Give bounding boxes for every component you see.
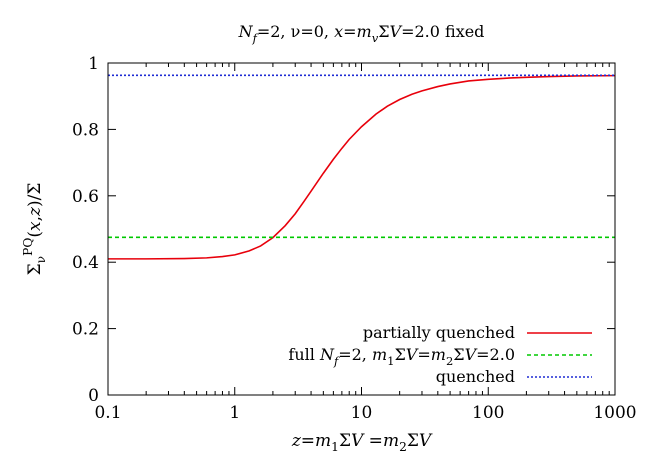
x-tick-label: 1 — [229, 403, 240, 423]
x-axis-title-part: V — [419, 431, 433, 451]
y-axis-title-part: PQ — [21, 238, 35, 256]
legend-label-part: f — [333, 354, 340, 368]
chart-title-part: m — [357, 22, 372, 41]
legend-label-part: 2 — [446, 354, 453, 368]
x-tick-label: 10 — [351, 403, 373, 423]
legend-label: full Nf=2, m1ΣV=m2ΣV=2.0 — [288, 345, 515, 368]
legend-label: partially quenched — [363, 323, 515, 342]
chart-title-part: f — [252, 31, 259, 45]
chart-title-part: =2, ν=0, — [257, 22, 334, 41]
x-axis-title-part: Σ — [407, 431, 419, 451]
x-axis-title-part: m — [383, 431, 399, 451]
y-axis-title: ΣνPQ(x,z)/Σ — [21, 183, 48, 276]
y-axis-title-part: z — [25, 206, 45, 217]
legend-label-part: =2.0 — [476, 345, 515, 364]
legend-label-part: quenched — [436, 367, 515, 386]
y-axis-title-part: )/Σ — [25, 183, 45, 207]
chart-title-part: x — [334, 22, 343, 41]
x-tick-label: 100 — [472, 403, 504, 423]
legend-label-part: Σ — [394, 345, 405, 364]
chart-title-part: =2.0 fixed — [401, 22, 484, 41]
series-line-0 — [108, 74, 616, 260]
chart-title-part: = — [343, 22, 356, 41]
legend-label-part: full — [288, 345, 320, 364]
y-axis-title-part: , — [25, 216, 45, 221]
x-axis-title-part: = — [363, 431, 383, 451]
y-axis-title-part: ( — [25, 231, 45, 238]
legend-label-part: =2, — [338, 345, 372, 364]
x-axis-title-part: Σ — [339, 431, 351, 451]
legend-label-part: 1 — [387, 354, 394, 368]
legend-label-part: N — [319, 345, 335, 364]
x-axis-title-part: m — [315, 431, 331, 451]
y-tick-label: 0.8 — [72, 120, 99, 140]
y-tick-label: 0.4 — [72, 253, 99, 273]
y-tick-label: 0.6 — [72, 187, 99, 207]
x-axis-title-part: = — [301, 431, 315, 451]
legend-label: quenched — [436, 367, 515, 386]
legend-label-part: m — [431, 345, 446, 364]
chart-title-part: Σ — [378, 22, 389, 41]
x-axis-title-part: 2 — [399, 440, 407, 454]
y-axis-title-part: Σ — [25, 263, 45, 275]
y-axis-title-part: ν — [34, 256, 48, 263]
legend-label-part: partially quenched — [363, 323, 515, 342]
x-axis-title-part: V — [351, 431, 365, 451]
legend-label-part: V — [465, 345, 478, 364]
y-tick-label: 1 — [88, 54, 99, 74]
y-tick-label: 0 — [88, 386, 99, 406]
chart-title: Nf=2, ν=0, x=mvΣV=2.0 fixed — [238, 22, 485, 45]
legend-label-part: m — [372, 345, 387, 364]
chart-title-part: V — [390, 22, 403, 41]
x-axis-title: z=m1ΣV =m2ΣV — [291, 431, 433, 454]
legend-label-part: Σ — [453, 345, 464, 364]
legend-label-part: = — [417, 345, 430, 364]
series-layer — [108, 74, 616, 260]
x-axis-title-part: z — [291, 431, 302, 451]
y-tick-label: 0.2 — [72, 320, 99, 340]
chart-title-part: v — [372, 31, 379, 45]
chart-title-part: N — [238, 22, 254, 41]
y-axis-title-part: x — [25, 221, 45, 231]
x-tick-label: 1000 — [593, 403, 636, 423]
legend-label-part: V — [406, 345, 419, 364]
ticks-layer: 0.1 1 10 100 1000 0 0.2 0.4 0.6 0.8 1 — [72, 54, 637, 423]
x-tick-label: 0.1 — [94, 403, 121, 423]
x-axis-title-part: 1 — [331, 440, 339, 454]
